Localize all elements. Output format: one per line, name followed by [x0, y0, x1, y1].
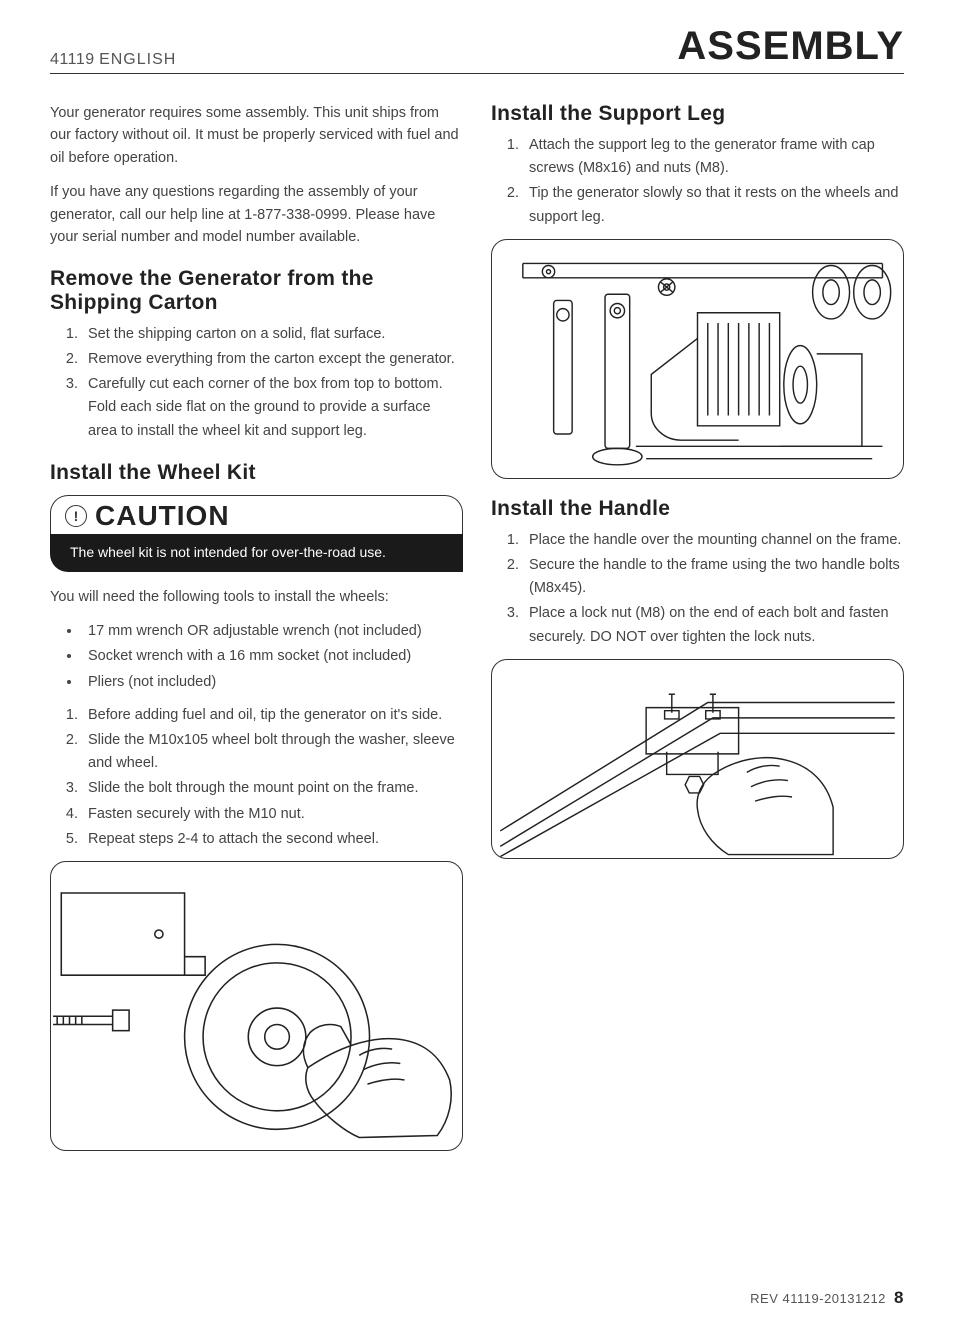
handle-steps-list: Place the handle over the mounting chann…: [491, 529, 904, 649]
doc-language: ENGLISH: [99, 51, 176, 68]
remove-steps-list: Set the shipping carton on a solid, flat…: [50, 323, 463, 443]
tools-list: 17 mm wrench OR adjustable wrench (not i…: [50, 620, 463, 694]
intro-paragraph-1: Your generator requires some assembly. T…: [50, 102, 463, 169]
figure-support-leg: [491, 239, 904, 479]
caution-label: CAUTION: [95, 500, 230, 532]
revision-text: REV 41119-20131212: [750, 1291, 886, 1306]
intro-paragraph-2: If you have any questions regarding the …: [50, 181, 463, 248]
list-item: Secure the handle to the frame using the…: [523, 554, 904, 600]
handle-diagram-icon: [492, 660, 903, 858]
page-footer: REV 41119-20131212 8: [750, 1288, 904, 1308]
list-item: Remove everything from the carton except…: [82, 348, 463, 371]
list-item: Repeat steps 2-4 to attach the second wh…: [82, 828, 463, 851]
list-item: Attach the support leg to the generator …: [523, 134, 904, 180]
right-column: Install the Support Leg Attach the suppo…: [491, 102, 904, 1161]
list-item: Fasten securely with the M10 nut.: [82, 803, 463, 826]
list-item: Place a lock nut (M8) on the end of each…: [523, 602, 904, 648]
page-number: 8: [894, 1288, 904, 1307]
doc-id: 41119 ENGLISH: [50, 51, 176, 69]
list-item: Pliers (not included): [82, 671, 463, 694]
wheel-heading: Install the Wheel Kit: [50, 461, 463, 485]
page-title: ASSEMBLY: [677, 24, 904, 69]
left-column: Your generator requires some assembly. T…: [50, 102, 463, 1161]
wheel-diagram-icon: [51, 862, 462, 1150]
tools-intro: You will need the following tools to ins…: [50, 586, 463, 608]
caution-body: The wheel kit is not intended for over-t…: [50, 534, 463, 572]
content-columns: Your generator requires some assembly. T…: [50, 102, 904, 1161]
caution-header: ! CAUTION: [50, 495, 463, 534]
support-steps-list: Attach the support leg to the generator …: [491, 134, 904, 229]
list-item: Place the handle over the mounting chann…: [523, 529, 904, 552]
support-leg-diagram-icon: [492, 240, 903, 478]
wheel-steps-list: Before adding fuel and oil, tip the gene…: [50, 704, 463, 851]
list-item: Before adding fuel and oil, tip the gene…: [82, 704, 463, 727]
figure-handle-install: [491, 659, 904, 859]
caution-block: ! CAUTION The wheel kit is not intended …: [50, 495, 463, 572]
list-item: Slide the M10x105 wheel bolt through the…: [82, 729, 463, 775]
list-item: Carefully cut each corner of the box fro…: [82, 373, 463, 443]
list-item: Socket wrench with a 16 mm socket (not i…: [82, 645, 463, 668]
page-header: 41119 ENGLISH ASSEMBLY: [50, 24, 904, 74]
list-item: 17 mm wrench OR adjustable wrench (not i…: [82, 620, 463, 643]
support-heading: Install the Support Leg: [491, 102, 904, 126]
doc-number: 41119: [50, 51, 95, 68]
remove-heading: Remove the Generator from the Shipping C…: [50, 267, 463, 315]
list-item: Tip the generator slowly so that it rest…: [523, 182, 904, 228]
figure-wheel-install: [50, 861, 463, 1151]
caution-icon: !: [65, 505, 87, 527]
handle-heading: Install the Handle: [491, 497, 904, 521]
list-item: Slide the bolt through the mount point o…: [82, 777, 463, 800]
list-item: Set the shipping carton on a solid, flat…: [82, 323, 463, 346]
